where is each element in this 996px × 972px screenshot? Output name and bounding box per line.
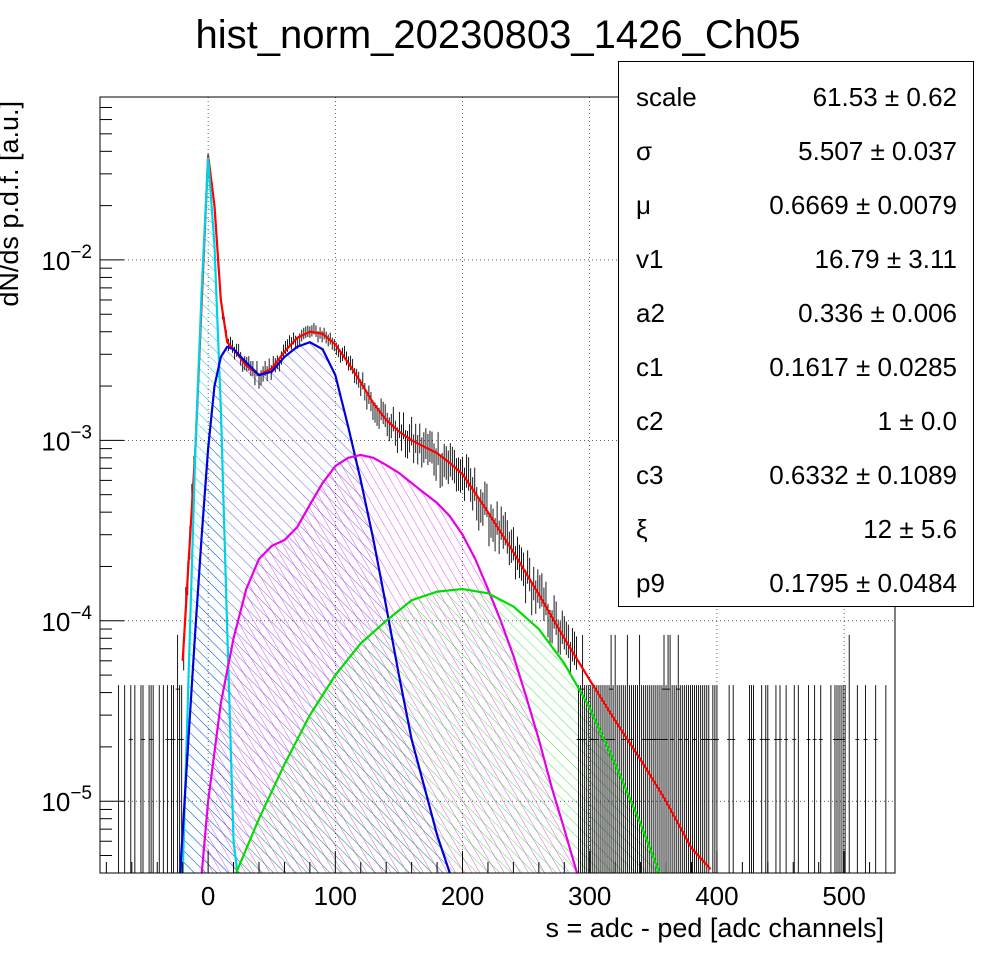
x-tick-label: 300 (568, 881, 611, 911)
fit-parameter-value: 1 ± 0.0 (877, 406, 957, 436)
fit-parameter-row: c2 1 ± 0.0 (619, 394, 973, 448)
chart-title: hist_norm_20230803_1426_Ch05 (196, 13, 801, 57)
y-axis: 10−5 10−4 10−3 10−2 (41, 96, 124, 874)
x-tick-label: 0 (201, 881, 215, 911)
fit-fill-areas (180, 157, 660, 873)
y-tick-label: 10−2 (41, 242, 92, 276)
fit-parameter-row: v1 16.79 ± 3.11 (619, 232, 973, 286)
fit-parameter-value: 16.79 ± 3.11 (814, 244, 957, 274)
y-axis-label: dN/ds p.d.f. [a.u.] (0, 101, 24, 307)
fit-parameter-value: 0.1617 ± 0.0285 (769, 352, 957, 382)
fit-parameter-value: 61.53 ± 0.62 (812, 82, 957, 112)
fit-parameter-row: a2 0.336 ± 0.006 (619, 286, 973, 340)
fit-parameter-row: σ 5.507 ± 0.037 (619, 124, 973, 178)
y-tick-label: 10−3 (41, 422, 92, 456)
fit-parameter-value: 12 ± 5.6 (863, 514, 957, 544)
fit-parameter-name: a2 (636, 298, 665, 328)
x-tick-label: 500 (822, 881, 865, 911)
fit-parameter-value: 5.507 ± 0.037 (798, 136, 957, 166)
total-fit-curve (181, 155, 712, 870)
y-tick-label: 10−5 (41, 783, 92, 817)
fit-parameter-name: μ (636, 190, 651, 220)
fit-parameter-name: ξ (636, 514, 648, 544)
fit-parameter-row: p9 0.1795 ± 0.0484 (619, 556, 973, 610)
three-pe-curve-fill (236, 589, 660, 873)
histogram-error-bars (118, 153, 887, 873)
fit-parameter-value: 0.336 ± 0.006 (798, 298, 957, 328)
fit-parameter-name: v1 (636, 244, 664, 274)
single-pe-curve (179, 340, 451, 873)
three-pe-curve (235, 587, 661, 873)
y-tick-label: 10−4 (41, 603, 92, 637)
fit-parameter-value: 0.1795 ± 0.0484 (769, 568, 957, 598)
x-axis-label: s = adc - ped [adc channels] (546, 913, 884, 943)
x-tick-label: 400 (695, 881, 738, 911)
fit-curves (179, 155, 712, 873)
fit-parameter-name: p9 (636, 568, 665, 598)
fit-parameter-name: scale (636, 82, 697, 112)
x-tick-label: 100 (314, 881, 357, 911)
fit-parameter-row: scale 61.53 ± 0.62 (619, 70, 973, 124)
fit-parameter-name: c2 (636, 406, 664, 436)
fit-parameter-value: 0.6669 ± 0.0079 (769, 190, 957, 220)
fit-parameter-name: c1 (636, 352, 664, 382)
fit-parameter-name: σ (636, 136, 653, 166)
fit-parameter-row: μ 0.6669 ± 0.0079 (619, 178, 973, 232)
fit-parameter-row: ξ 12 ± 5.6 (619, 502, 973, 556)
two-pe-curve (200, 453, 579, 873)
fit-parameter-value: 0.6332 ± 0.1089 (769, 460, 957, 490)
fit-parameter-row: c3 0.6332 ± 0.1089 (619, 448, 973, 502)
fit-parameter-name: c3 (636, 460, 664, 490)
fit-parameter-row: c1 0.1617 ± 0.0285 (619, 340, 973, 394)
fit-parameters-box: scale 61.53 ± 0.62 σ 5.507 ± 0.037 μ 0.6669 ±… (618, 61, 974, 607)
x-tick-label: 200 (441, 881, 484, 911)
x-axis: 0 100 200 300 400 500 (105, 851, 896, 911)
